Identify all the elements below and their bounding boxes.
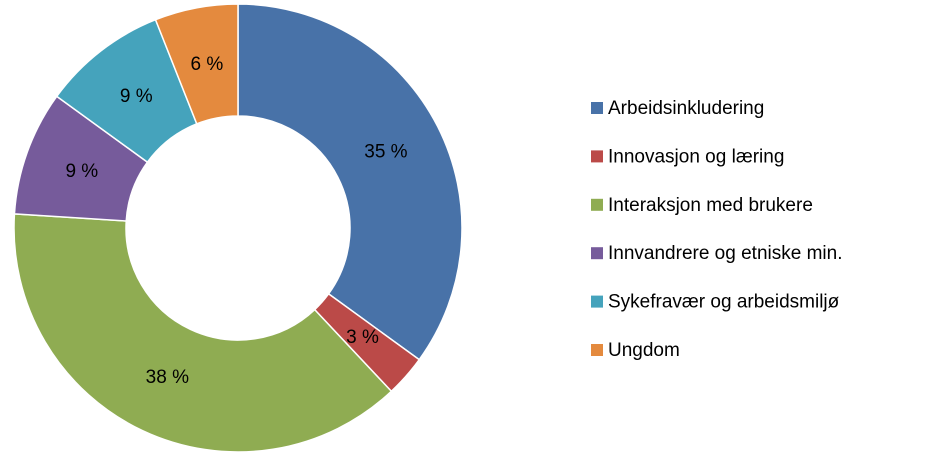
data-label: 3 % (346, 327, 379, 348)
data-label: 38 % (146, 367, 189, 388)
legend-label: Innvandrere og etniske min. (608, 243, 842, 264)
legend-label: Ungdom (608, 340, 680, 361)
legend-label: Sykefravær og arbeidsmiljø (608, 292, 840, 313)
data-label: 35 % (364, 142, 407, 163)
donut-slice (13, 213, 393, 452)
donut-slice (237, 3, 463, 361)
legend-label: Arbeidsinkludering (608, 98, 764, 119)
legend-label: Interaksjon med brukere (608, 195, 813, 216)
legend-swatch (591, 344, 603, 356)
data-label: 9 % (65, 161, 98, 182)
legend-swatch (591, 150, 603, 163)
data-label: 6 % (191, 54, 224, 75)
legend-swatch (591, 247, 603, 260)
donut-slice (154, 3, 239, 125)
legend-swatch (591, 198, 603, 211)
legend-label: Innovasjon og læring (608, 146, 784, 167)
data-label: 9 % (120, 86, 153, 107)
legend-swatch (591, 295, 603, 308)
legend-swatch (591, 102, 603, 114)
